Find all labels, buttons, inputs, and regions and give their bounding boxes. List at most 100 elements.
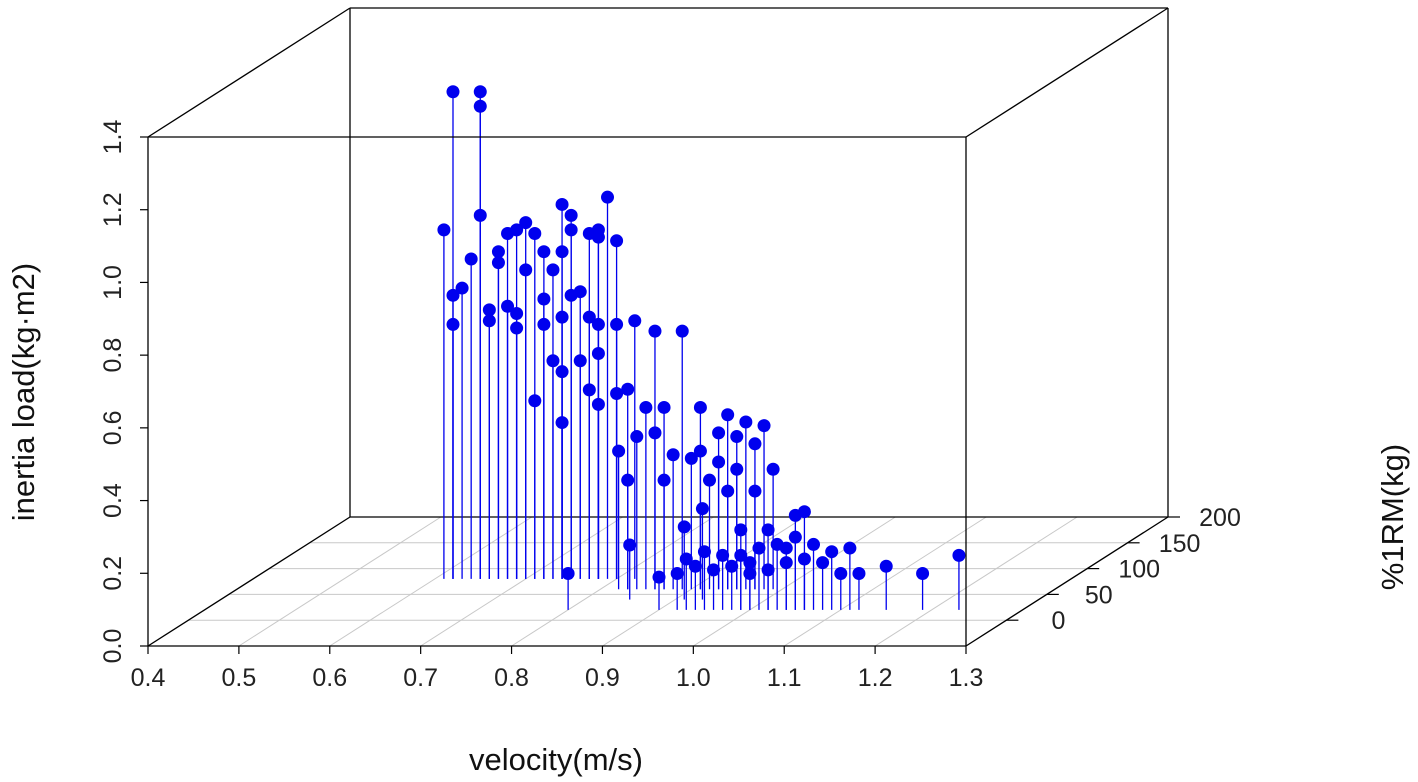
data-point: [610, 234, 624, 248]
data-point: [573, 285, 587, 299]
data-point: [725, 559, 739, 573]
data-point: [797, 505, 811, 519]
data-point: [555, 365, 569, 379]
data-point: [712, 426, 726, 440]
box-edge: [965, 516, 1169, 647]
data-point: [591, 317, 605, 331]
y-tick-label: 0.0: [99, 629, 127, 664]
data-point: [612, 444, 626, 458]
data-point: [816, 556, 830, 570]
x-tick-label: 1.0: [676, 664, 711, 692]
data-point: [688, 559, 702, 573]
data-point: [528, 227, 542, 241]
data-point: [555, 197, 569, 211]
y-tick-label: 0.4: [99, 483, 127, 518]
data-point: [657, 473, 671, 487]
plot-box-back-edges: [147, 7, 1168, 647]
y-tick-label: 0.6: [99, 410, 127, 445]
data-point: [693, 444, 707, 458]
data-point: [734, 523, 748, 537]
data-point: [610, 317, 624, 331]
data-point: [797, 552, 811, 566]
data-point: [834, 567, 848, 581]
drop-lines: [443, 91, 960, 610]
data-point: [491, 256, 505, 270]
grid-line-x: [420, 516, 623, 647]
data-point: [675, 324, 689, 338]
data-point: [752, 541, 766, 555]
y-tick-label: 1.4: [99, 120, 127, 155]
data-point: [730, 462, 744, 476]
x-tick-label: 0.6: [312, 664, 347, 692]
data-point: [779, 541, 793, 555]
data-point: [501, 227, 515, 241]
data-point: [591, 347, 605, 361]
x-axis-title: velocity(m/s): [469, 742, 643, 777]
grid-line-x: [783, 516, 987, 647]
data-point: [695, 502, 709, 516]
y-tick-label: 0.2: [99, 556, 127, 591]
data-point: [473, 85, 487, 99]
data-point: [761, 523, 775, 537]
z-tick-label: 50: [1085, 581, 1113, 609]
data-point: [852, 567, 866, 581]
data-point: [712, 455, 726, 469]
x-tick-label: 0.5: [222, 664, 257, 692]
grid-line-x: [602, 516, 805, 647]
data-points: [437, 85, 966, 584]
data-point: [697, 545, 711, 559]
data-point: [788, 530, 802, 544]
data-point: [703, 473, 717, 487]
data-point: [601, 190, 615, 204]
data-point: [766, 462, 780, 476]
y-axis-title: inertia load(kg·m2): [6, 263, 41, 521]
data-point: [716, 548, 730, 562]
z-tick-label: 200: [1199, 504, 1241, 532]
data-point: [670, 567, 684, 581]
data-point: [748, 484, 762, 498]
data-point: [455, 281, 469, 295]
data-point: [639, 400, 653, 414]
data-point: [591, 397, 605, 411]
data-point: [446, 288, 460, 302]
data-point: [648, 426, 662, 440]
data-point: [623, 538, 637, 552]
data-point: [510, 321, 524, 335]
data-point: [879, 559, 893, 573]
data-point: [446, 317, 460, 331]
data-point: [537, 245, 551, 259]
z-tick-label: 100: [1118, 556, 1160, 584]
grid-line-x: [874, 516, 1078, 647]
data-point: [707, 563, 721, 577]
data-point: [916, 567, 930, 581]
data-point: [621, 473, 635, 487]
box-edge: [147, 516, 351, 647]
x-tick-label: 0.9: [585, 664, 620, 692]
data-point: [730, 430, 744, 444]
data-point: [582, 310, 596, 324]
data-point: [446, 85, 460, 99]
data-point: [721, 408, 735, 422]
data-point: [591, 230, 605, 244]
grid-line-x: [329, 516, 533, 647]
y-tick-label: 1.0: [99, 265, 127, 300]
data-point: [582, 383, 596, 397]
box-edge: [965, 7, 1169, 138]
data-point: [546, 354, 560, 368]
z-axis-title: %1RM(kg): [1375, 444, 1410, 590]
x-tick-label: 0.4: [131, 664, 166, 692]
grid-line-x: [693, 516, 896, 647]
data-point: [573, 354, 587, 368]
data-point: [684, 451, 698, 465]
data-point: [519, 263, 533, 277]
data-point: [677, 520, 691, 534]
data-point: [437, 223, 451, 237]
data-point: [952, 548, 966, 562]
data-point: [757, 419, 771, 433]
data-point: [491, 245, 505, 259]
data-point: [564, 208, 578, 222]
data-point: [657, 400, 671, 414]
tick-labels: 0.4 0.5 0.6 0.7 0.8 0.9 1.0 1.1 1.2 1.3 0.0 0.2 0.4 0…: [99, 120, 1241, 692]
data-point: [537, 317, 551, 331]
data-point: [501, 299, 515, 313]
